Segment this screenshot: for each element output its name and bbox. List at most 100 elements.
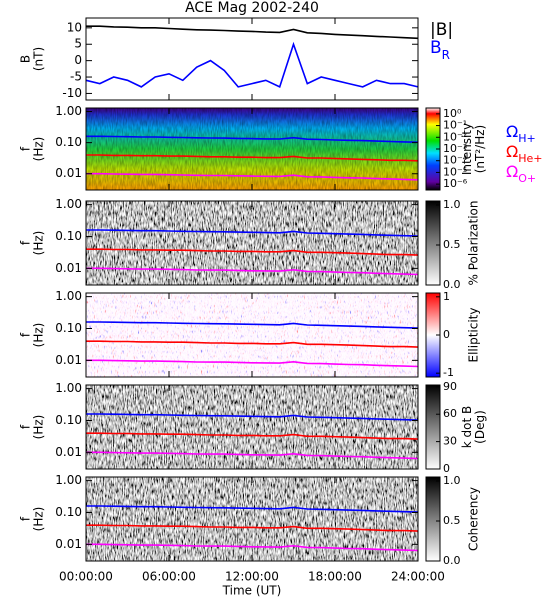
- y-tick-label: 0.10: [55, 413, 82, 427]
- colorbar-tick-label: 0.0: [443, 554, 461, 567]
- colorbar-tick-label: 1.0: [443, 474, 461, 487]
- colorbar-tick-label: 90: [443, 380, 457, 393]
- y-axis-label: f: [19, 516, 33, 521]
- colorbar-tick-label: -1: [443, 366, 454, 379]
- y-tick-label: 0.10: [55, 135, 82, 149]
- y-axis-label: (Hz): [32, 323, 46, 348]
- colorbar-tick-label: 0.5: [443, 514, 461, 527]
- y-tick-label: 0.01: [55, 166, 82, 180]
- x-tick-label: 12:00:00: [225, 570, 279, 584]
- gyrofrequency-line: [86, 432, 419, 440]
- gyrofrequency-line: [86, 248, 419, 256]
- colorbar-label: (nT²/Hz): [473, 125, 487, 173]
- gyrofrequency-line: [86, 267, 419, 276]
- colorbar-tick-label: 1.0: [443, 198, 461, 211]
- legend-name: Ω: [506, 142, 518, 161]
- y-axis-label: (Hz): [32, 137, 46, 162]
- y-tick-label: 1.00: [55, 473, 82, 487]
- colorbar: [425, 476, 441, 562]
- y-axis-label: (Hz): [32, 507, 46, 532]
- colorbar-tick-label: 60: [443, 407, 457, 420]
- colorbar-label: Coherency: [467, 487, 481, 551]
- y-tick-label: -10: [62, 86, 82, 100]
- y-tick-label: 0.01: [55, 261, 82, 275]
- gyrofrequency-line: [86, 359, 419, 368]
- colorbar: [425, 384, 441, 470]
- colorbar-tick-label: 10⁻¹: [443, 119, 467, 132]
- series-line: [85, 41, 419, 89]
- y-axis-label: f: [19, 332, 33, 337]
- colorbar-tick-label: 10⁰: [443, 107, 462, 120]
- legend-subscript: O+: [518, 172, 536, 185]
- y-axis-label: f: [19, 424, 33, 429]
- colorbar-label: Intensity: [460, 123, 474, 175]
- y-tick-label: 0.10: [55, 505, 82, 519]
- gyrofrequency-line: [86, 543, 419, 552]
- colorbar-label: (Deg): [473, 410, 487, 444]
- y-axis-label: (nT): [32, 47, 46, 71]
- legend-entry: BR: [430, 38, 450, 62]
- colorbar-tick-label: 10⁻⁶: [443, 177, 468, 190]
- y-tick-label: 0.01: [55, 537, 82, 551]
- y-tick-label: 1.00: [55, 289, 82, 303]
- legend-entry: ΩHe+: [506, 142, 543, 165]
- y-axis-label: B: [19, 55, 33, 63]
- gyrofrequency-line: [86, 505, 419, 513]
- legend-entry: ΩO+: [506, 162, 536, 185]
- gyrofrequency-line: [86, 340, 419, 348]
- colorbar-tick-label: 1: [443, 290, 450, 303]
- colorbar-tick-label: 0: [443, 462, 450, 475]
- colorbar-tick-label: 0.0: [443, 278, 461, 291]
- x-axis-label: Time (UT): [222, 584, 282, 598]
- colorbar-tick-label: 10⁻⁴: [443, 154, 468, 167]
- y-axis-label: (Hz): [32, 231, 46, 256]
- colorbar-tick-label: 0.5: [443, 238, 461, 251]
- plot-frame: [85, 17, 419, 101]
- legend-subscript: H+: [518, 132, 536, 145]
- chart-title: ACE Mag 2002-240: [185, 0, 319, 16]
- legend-name: Ω: [506, 162, 518, 181]
- gyrofrequency-line: [86, 172, 419, 181]
- colorbar-label: Ellipticity: [467, 308, 481, 363]
- gyrofrequency-line: [86, 135, 419, 143]
- gyrofrequency-line: [86, 229, 419, 237]
- gyrofrequency-line: [86, 413, 419, 421]
- legend-entry: ΩH+: [506, 122, 536, 145]
- y-tick-label: 0.10: [55, 229, 82, 243]
- y-axis-label: (Hz): [32, 415, 46, 440]
- y-tick-label: 1.00: [55, 104, 82, 118]
- y-axis-label: f: [19, 146, 33, 151]
- gyrofrequency-line: [86, 154, 419, 162]
- y-axis-label: f: [19, 240, 33, 245]
- legend-subscript: R: [442, 48, 450, 62]
- legend-subscript: He+: [518, 152, 542, 165]
- gyrofrequency-line: [86, 321, 419, 329]
- colorbar-label: k dot B: [460, 406, 474, 448]
- colorbar-tick-label: 0: [443, 328, 450, 341]
- colorbar-tick-label: 10⁻²: [443, 130, 467, 143]
- x-tick-label: 00:00:00: [59, 570, 113, 584]
- colorbar-tick-label: 10⁻³: [443, 142, 467, 155]
- legend-name: Ω: [506, 122, 518, 141]
- y-tick-label: 10: [67, 20, 82, 34]
- y-tick-label: 1.00: [55, 381, 82, 395]
- gyrofrequency-line: [86, 524, 419, 532]
- series-line: [86, 25, 419, 40]
- legend-name: B: [430, 38, 442, 58]
- y-tick-label: 0.01: [55, 445, 82, 459]
- y-tick-label: -5: [70, 70, 82, 84]
- y-tick-label: 0.10: [55, 321, 82, 335]
- gyrofrequency-line: [86, 451, 419, 460]
- colorbar-tick-label: 30: [443, 435, 457, 448]
- x-tick-label: 18:00:00: [308, 570, 362, 584]
- colorbar-label: % Polarization: [467, 201, 481, 286]
- colorbar: [425, 200, 441, 286]
- y-tick-label: 5: [74, 37, 82, 51]
- x-tick-label: 24:00:00: [391, 570, 445, 584]
- x-tick-label: 06:00:00: [142, 570, 196, 584]
- colorbar-tick-label: 10⁻⁵: [443, 165, 467, 178]
- y-tick-label: 0: [74, 53, 82, 67]
- legend-entry: |B|: [430, 20, 453, 40]
- y-tick-label: 0.01: [55, 353, 82, 367]
